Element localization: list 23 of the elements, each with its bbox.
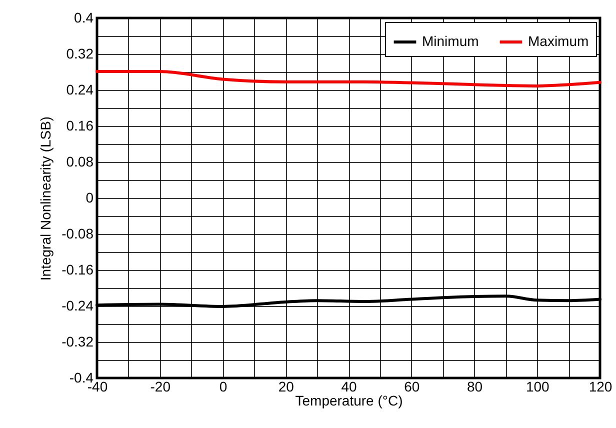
y-tick-label: 0.08 xyxy=(66,154,94,170)
y-tick-label: 0.16 xyxy=(66,118,94,134)
y-tick-label: 0.32 xyxy=(66,46,94,62)
y-axis-title: Integral Nonlinearity (LSB) xyxy=(38,116,54,281)
y-tick-label: 0 xyxy=(86,190,94,206)
x-tick-label: 40 xyxy=(341,378,357,394)
x-tick-label: 0 xyxy=(219,378,228,394)
y-tick-label: -0.32 xyxy=(62,334,94,350)
legend-label: Minimum xyxy=(422,33,479,49)
x-tick-label: 120 xyxy=(588,378,612,394)
y-tick-label: 0.4 xyxy=(74,10,94,26)
x-tick-label: 60 xyxy=(404,378,420,394)
y-tick-label: 0.24 xyxy=(66,82,94,98)
x-tick-label: 80 xyxy=(466,378,483,394)
x-axis-title: Temperature (°C) xyxy=(295,392,403,408)
x-tick-label: 100 xyxy=(526,378,550,394)
y-tick-label: -0.08 xyxy=(62,226,94,242)
line-series xyxy=(96,70,602,88)
legend-label: Maximum xyxy=(528,33,589,49)
y-tick-label: -0.24 xyxy=(62,298,94,314)
x-tick-label: -20 xyxy=(150,378,171,394)
x-tick-label: 20 xyxy=(278,378,294,394)
y-tick-label: -0.16 xyxy=(62,262,94,278)
